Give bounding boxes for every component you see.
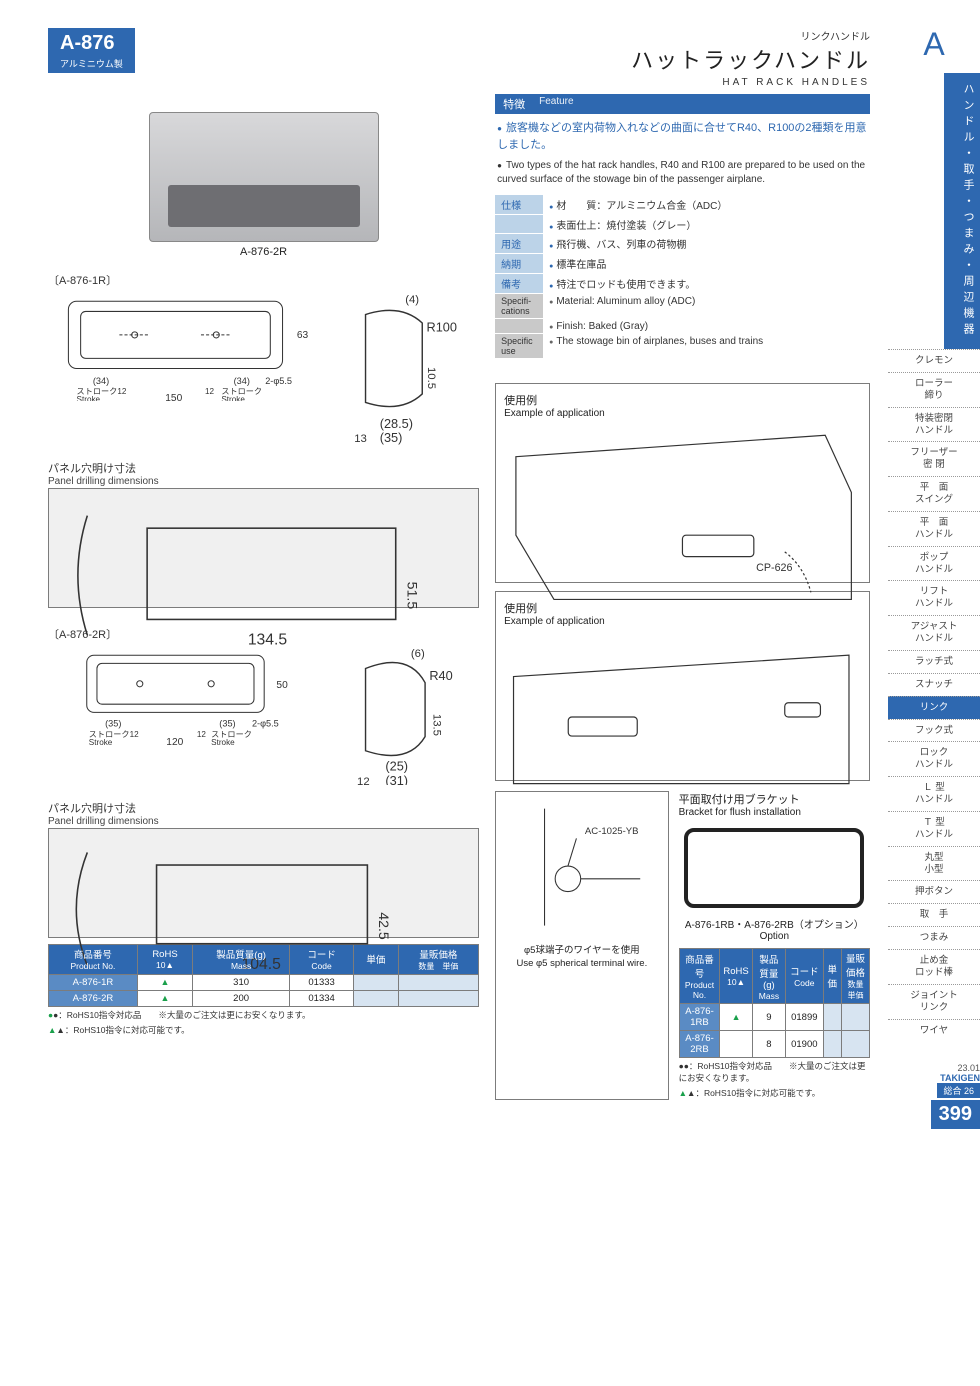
example1-header: 使用例Example of application	[504, 392, 861, 421]
svg-text:2-φ5.5: 2-φ5.5	[265, 376, 292, 386]
sidebar-item[interactable]: ジョイントリンク	[888, 984, 980, 1019]
table2-note2: ▲▲：RoHS10指令に対応可能です。	[679, 1088, 870, 1100]
svg-text:(25): (25)	[386, 759, 409, 774]
svg-text:10.5: 10.5	[425, 367, 437, 389]
example2-drawing	[504, 629, 861, 807]
svg-text:Stroke: Stroke	[89, 738, 113, 745]
svg-text:(31): (31)	[386, 773, 409, 785]
product-material: アルミニウム製	[48, 57, 135, 73]
draw1-code: 〔A-876-1R〕	[48, 272, 479, 288]
sidebar-item[interactable]: スナッチ	[888, 673, 980, 696]
svg-text:AC-1025-YB: AC-1025-YB	[585, 826, 639, 837]
sidebar-item[interactable]: ローラー締り	[888, 372, 980, 407]
svg-text:Stroke: Stroke	[211, 738, 235, 745]
sidebar-item[interactable]: 丸型小型	[888, 846, 980, 881]
svg-text:(28.5): (28.5)	[380, 416, 413, 431]
sidebar-list: クレモンローラー締り特装密閉ハンドルフリーザー密 閉平 面スイング平 面ハンドル…	[888, 349, 980, 1041]
svg-text:150: 150	[165, 393, 182, 401]
sidebar-item[interactable]: ワイヤ	[888, 1019, 980, 1042]
feature-jp: 旅客機などの室内荷物入れなどの曲面に合せてR40、R100の2種類を用意しました…	[495, 114, 870, 155]
svg-text:Stroke: Stroke	[221, 395, 245, 401]
sidebar-item[interactable]: リンク	[888, 696, 980, 719]
sidebar-item[interactable]: アジャストハンドル	[888, 615, 980, 650]
section-vert-label: ハンドル・取手・つまみ・周辺機器	[944, 73, 980, 349]
svg-text:51.5: 51.5	[403, 582, 419, 610]
page-footer: 23.01 TAKIGEN 総合 26 399	[888, 1063, 980, 1129]
sidebar-item[interactable]: 押ボタン	[888, 880, 980, 903]
panel-title: パネル穴明け寸法Panel drilling dimensions	[48, 460, 479, 487]
svg-text:12: 12	[130, 730, 140, 739]
product-code: A-876	[48, 28, 135, 57]
draw1-panel: 51.5 134.5	[59, 503, 468, 648]
svg-text:13.5: 13.5	[431, 714, 443, 736]
panel2-title: パネル穴明け寸法Panel drilling dimensions	[48, 800, 479, 827]
svg-text:42.5: 42.5	[375, 912, 391, 940]
sidebar-item[interactable]: リフトハンドル	[888, 580, 980, 615]
svg-text:12: 12	[357, 776, 370, 785]
sidebar-item[interactable]: フリーザー密 閉	[888, 441, 980, 476]
svg-text:CP-626: CP-626	[756, 562, 792, 574]
sidebar-item[interactable]: 止め金ロッド棒	[888, 949, 980, 984]
sidebar-item[interactable]: 取 手	[888, 903, 980, 926]
bracket-caption: A-876-1RB・A-876-2RB（オプション）Option	[679, 916, 870, 942]
spec-table: 仕様材 質：アルミニウム合金（ADC）表面仕上：焼付塗装（グレー）用途飛行機、バ…	[495, 195, 870, 359]
sidebar-item[interactable]: 平 面スイング	[888, 476, 980, 511]
svg-text:(6): (6)	[411, 648, 425, 660]
sidebar-item[interactable]: Ｔ 型ハンドル	[888, 811, 980, 846]
svg-text:2-φ5.5: 2-φ5.5	[252, 719, 279, 729]
svg-text:12: 12	[205, 387, 215, 396]
table2-note1: ●●：RoHS10指令対応品 ※大量のご注文は更にお安くなります。	[679, 1061, 870, 1085]
product-table-2: 商品番号Product No.RoHS10▲製品質量(g)MassコードCode…	[679, 948, 870, 1058]
sidebar-item[interactable]: フック式	[888, 719, 980, 742]
sidebar-item[interactable]: つまみ	[888, 926, 980, 949]
svg-text:R100: R100	[427, 320, 457, 335]
svg-text:(34): (34)	[234, 376, 250, 386]
sidebar-item[interactable]: 特装密閉ハンドル	[888, 407, 980, 442]
title-en: HAT RACK HANDLES	[631, 77, 870, 88]
table1-note1: ●●：RoHS10指令対応品 ※大量のご注文は更にお安くなります。	[48, 1010, 479, 1022]
svg-text:R40: R40	[429, 668, 452, 683]
photo-label: A-876-2R	[48, 246, 479, 258]
sidebar-item[interactable]: クレモン	[888, 349, 980, 372]
svg-text:Stroke: Stroke	[77, 395, 101, 401]
svg-text:63: 63	[297, 330, 309, 341]
page-header: A-876 アルミニウム製 リンクハンドル ハットラックハンドル HAT RAC…	[48, 28, 870, 88]
feature-header: 特徴Feature	[495, 94, 870, 114]
svg-text:50: 50	[276, 680, 288, 691]
phi5-note: φ5球端子のワイヤーを使用Use φ5 spherical terminal w…	[502, 941, 662, 974]
example1-drawing: CP-626	[504, 421, 861, 611]
draw1-front: 63 (34) (34) 2-φ5.5 12 12 ストローク ストローク St…	[48, 289, 313, 401]
sidebar-item[interactable]: 平 面ハンドル	[888, 511, 980, 546]
svg-text:12: 12	[117, 387, 127, 396]
sidebar-item[interactable]: ラッチ式	[888, 650, 980, 673]
draw1-side: R100 10.5 (28.5) (35) 13 (4)	[323, 289, 479, 445]
svg-text:120: 120	[166, 737, 183, 745]
svg-text:(35): (35)	[219, 719, 235, 729]
bracket-photo	[684, 828, 864, 908]
sidebar-item[interactable]: ロックハンドル	[888, 741, 980, 776]
svg-text:(34): (34)	[93, 376, 109, 386]
product-photo	[149, 112, 379, 242]
section-letter: A	[888, 26, 980, 63]
svg-text:12: 12	[197, 730, 207, 739]
table1-note2: ▲▲：RoHS10指令に対応可能です。	[48, 1025, 479, 1037]
draw2-side: R40 13.5 (25) (31) 12 (6)	[323, 643, 479, 785]
sidebar-item[interactable]: Ｌ 型ハンドル	[888, 776, 980, 811]
draw2-front: 50 (35) (35) 2-φ5.5 12 12 ストローク ストローク St…	[48, 643, 313, 745]
sidebar: A ハンドル・取手・つまみ・周辺機器 クレモンローラー締り特装密閉ハンドルフリー…	[888, 0, 980, 1129]
suptitle: リンクハンドル	[631, 28, 870, 43]
wire-drawing: AC-1025-YB	[502, 798, 662, 936]
feature-en: Two types of the hat rack handles, R40 a…	[495, 155, 870, 195]
title-jp: ハットラックハンドル	[631, 43, 870, 75]
svg-text:(35): (35)	[105, 719, 121, 729]
svg-text:13: 13	[354, 433, 367, 445]
svg-text:(35): (35)	[380, 430, 403, 445]
sidebar-item[interactable]: ポップハンドル	[888, 546, 980, 581]
bracket-header: 平面取付け用ブラケットBracket for flush installatio…	[679, 791, 870, 820]
svg-text:(4): (4)	[405, 294, 419, 306]
